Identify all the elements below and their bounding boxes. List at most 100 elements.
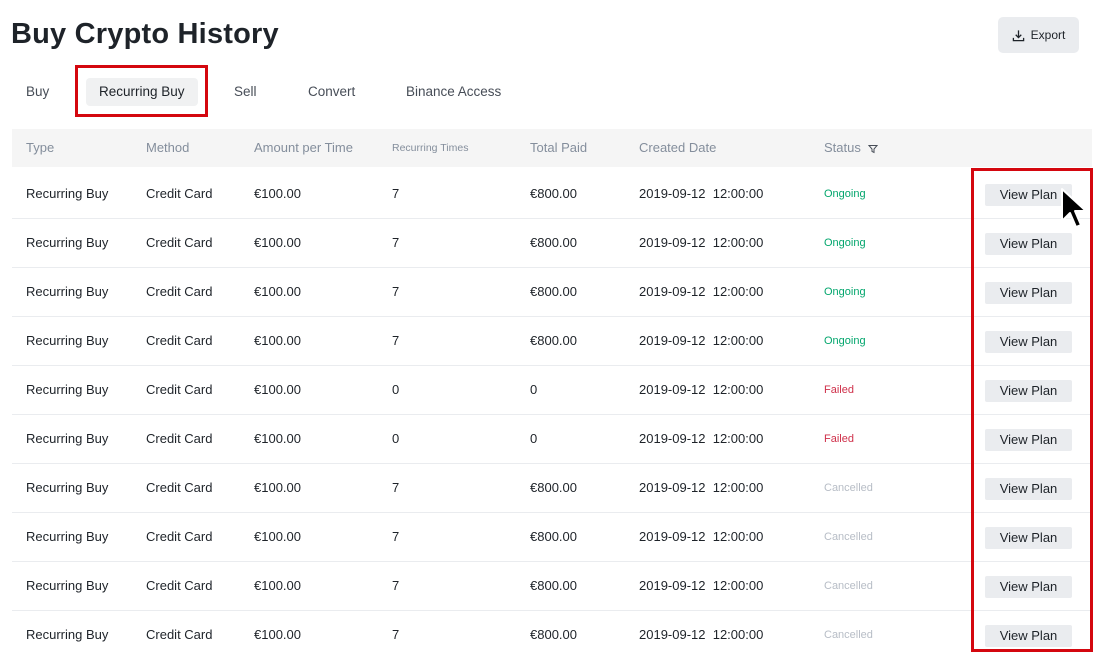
view-plan-button[interactable]: View Plan: [985, 576, 1072, 598]
cell-amount: €100.00: [254, 284, 301, 299]
view-plan-button[interactable]: View Plan: [985, 527, 1072, 549]
table-row: Recurring Buy Credit Card €100.00 7 €800.00 2…: [12, 219, 1092, 268]
column-header-recurring-times: Recurring Times: [392, 142, 469, 154]
column-header-created-date: Created Date: [639, 140, 717, 155]
status-badge: Failed: [824, 384, 854, 396]
status-badge: Ongoing: [824, 286, 866, 298]
cell-total-paid: €800.00: [530, 578, 577, 593]
cell-type: Recurring Buy: [26, 333, 109, 348]
cell-amount: €100.00: [254, 578, 301, 593]
column-header-status[interactable]: Status: [824, 129, 879, 167]
cell-amount: €100.00: [254, 627, 301, 642]
cell-total-paid: €800.00: [530, 235, 577, 250]
status-badge: Ongoing: [824, 188, 866, 200]
cell-total-paid: €800.00: [530, 480, 577, 495]
cell-recurring-times: 7: [392, 480, 400, 495]
cell-type: Recurring Buy: [26, 382, 109, 397]
cell-recurring-times: 7: [392, 529, 400, 544]
view-plan-button[interactable]: View Plan: [985, 331, 1072, 353]
cell-method: Credit Card: [146, 235, 213, 250]
cell-method: Credit Card: [146, 578, 213, 593]
cell-amount: €100.00: [254, 431, 301, 446]
cell-type: Recurring Buy: [26, 431, 109, 446]
cell-created-date: 2019-09-12 12:00:00: [639, 186, 764, 201]
cell-created-date: 2019-09-12 12:00:00: [639, 382, 764, 397]
table-row: Recurring Buy Credit Card €100.00 7 €800.00 2…: [12, 611, 1092, 654]
tab-buy[interactable]: Buy: [26, 84, 50, 99]
cell-total-paid: €800.00: [530, 284, 577, 299]
status-badge: Cancelled: [824, 629, 873, 641]
cell-total-paid: 0: [530, 431, 538, 446]
status-badge: Failed: [824, 433, 854, 445]
cell-recurring-times: 7: [392, 627, 400, 642]
cell-total-paid: 0: [530, 382, 538, 397]
tab-binance-access[interactable]: Binance Access: [406, 84, 502, 99]
export-label: Export: [1030, 28, 1066, 42]
cell-created-date: 2019-09-12 12:00:00: [639, 627, 764, 642]
table-row: Recurring Buy Credit Card €100.00 7 €800.00 2…: [12, 317, 1092, 366]
cell-method: Credit Card: [146, 627, 213, 642]
table-row: Recurring Buy Credit Card €100.00 7 €800.00 2…: [12, 268, 1092, 317]
table-row: Recurring Buy Credit Card €100.00 0 0 2019-09…: [12, 415, 1092, 464]
view-plan-button[interactable]: View Plan: [985, 380, 1072, 402]
column-header-method: Method: [146, 140, 190, 155]
cell-type: Recurring Buy: [26, 284, 109, 299]
view-plan-button[interactable]: View Plan: [985, 429, 1072, 451]
status-header-label: Status: [824, 140, 861, 155]
status-badge: Ongoing: [824, 335, 866, 347]
cell-total-paid: €800.00: [530, 333, 577, 348]
column-header-type: Type: [26, 140, 55, 155]
tab-sell[interactable]: Sell: [234, 84, 257, 99]
view-plan-button[interactable]: View Plan: [985, 184, 1072, 206]
tab-bar: Buy Recurring Buy Sell Convert Binance A…: [12, 72, 572, 112]
cell-amount: €100.00: [254, 382, 301, 397]
cell-amount: €100.00: [254, 480, 301, 495]
cell-amount: €100.00: [254, 333, 301, 348]
cell-created-date: 2019-09-12 12:00:00: [639, 578, 764, 593]
cell-total-paid: €800.00: [530, 529, 577, 544]
status-badge: Cancelled: [824, 482, 873, 494]
tab-recurring-buy[interactable]: Recurring Buy: [86, 78, 198, 106]
cell-created-date: 2019-09-12 12:00:00: [639, 235, 764, 250]
cell-type: Recurring Buy: [26, 529, 109, 544]
cell-method: Credit Card: [146, 186, 213, 201]
table-row: Recurring Buy Credit Card €100.00 7 €800.00 2…: [12, 513, 1092, 562]
cell-type: Recurring Buy: [26, 235, 109, 250]
cell-method: Credit Card: [146, 284, 213, 299]
cell-type: Recurring Buy: [26, 578, 109, 593]
cell-recurring-times: 7: [392, 333, 400, 348]
column-header-amount: Amount per Time: [254, 140, 353, 155]
cell-type: Recurring Buy: [26, 627, 109, 642]
cell-method: Credit Card: [146, 431, 213, 446]
cell-recurring-times: 7: [392, 284, 400, 299]
table-row: Recurring Buy Credit Card €100.00 7 €800.00 2…: [12, 464, 1092, 513]
cell-recurring-times: 7: [392, 186, 400, 201]
cell-total-paid: €800.00: [530, 627, 577, 642]
view-plan-button[interactable]: View Plan: [985, 233, 1072, 255]
table-header: Type Method Amount per Time Recurring Ti…: [12, 129, 1092, 167]
cell-created-date: 2019-09-12 12:00:00: [639, 284, 764, 299]
page-title: Buy Crypto History: [11, 18, 279, 50]
cell-amount: €100.00: [254, 186, 301, 201]
filter-icon[interactable]: [868, 144, 879, 154]
cell-type: Recurring Buy: [26, 480, 109, 495]
cell-recurring-times: 0: [392, 382, 400, 397]
cell-method: Credit Card: [146, 480, 213, 495]
cell-recurring-times: 7: [392, 235, 400, 250]
table-row: Recurring Buy Credit Card €100.00 7 €800.00 2…: [12, 170, 1092, 219]
status-badge: Cancelled: [824, 531, 873, 543]
cell-created-date: 2019-09-12 12:00:00: [639, 529, 764, 544]
cell-type: Recurring Buy: [26, 186, 109, 201]
tab-convert[interactable]: Convert: [308, 84, 356, 99]
cell-created-date: 2019-09-12 12:00:00: [639, 480, 764, 495]
export-button[interactable]: Export: [998, 17, 1079, 53]
cell-total-paid: €800.00: [530, 186, 577, 201]
view-plan-button[interactable]: View Plan: [985, 478, 1072, 500]
view-plan-button[interactable]: View Plan: [985, 625, 1072, 647]
cell-created-date: 2019-09-12 12:00:00: [639, 431, 764, 446]
view-plan-button[interactable]: View Plan: [985, 282, 1072, 304]
table-row: Recurring Buy Credit Card €100.00 0 0 2019-09…: [12, 366, 1092, 415]
cell-amount: €100.00: [254, 235, 301, 250]
cell-created-date: 2019-09-12 12:00:00: [639, 333, 764, 348]
cell-recurring-times: 0: [392, 431, 400, 446]
